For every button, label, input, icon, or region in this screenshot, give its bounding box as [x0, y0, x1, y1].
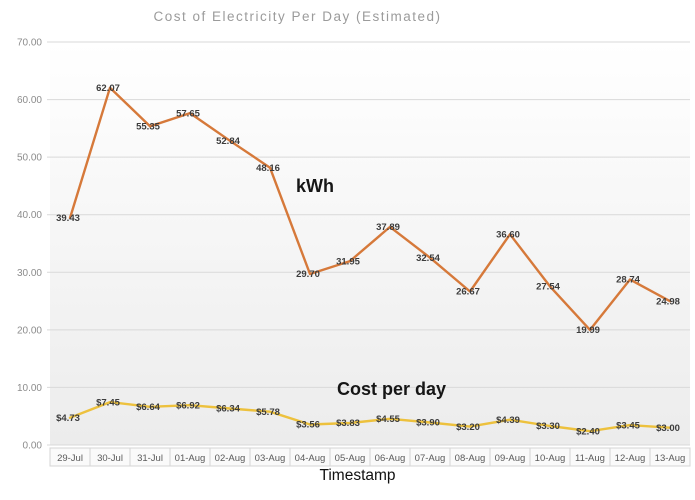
- x-axis-tick-label: 09-Aug: [495, 453, 526, 464]
- series-line-cost-per-day: [68, 400, 672, 433]
- data-label: $6.64: [136, 402, 160, 413]
- data-label: 28.74: [616, 275, 640, 286]
- data-label: $3.45: [616, 420, 640, 431]
- data-label: $3.00: [656, 423, 680, 434]
- data-label: 32.54: [416, 253, 440, 264]
- data-label: $4.73: [56, 413, 80, 424]
- data-label: 55.35: [136, 122, 160, 133]
- data-label: $4.55: [376, 414, 400, 425]
- data-label: $6.92: [176, 400, 200, 411]
- y-axis-tick-label: 30.00: [17, 268, 42, 279]
- data-label: 57.65: [176, 108, 200, 119]
- x-axis-category-cell: [649, 447, 691, 467]
- data-label: 62.07: [96, 83, 120, 94]
- x-axis-tick-label: 13-Aug: [655, 453, 686, 464]
- y-axis-tick-label: 0.00: [23, 441, 43, 452]
- x-axis-tick-label: 08-Aug: [455, 453, 486, 464]
- data-label: 31.95: [336, 256, 360, 267]
- series-label-cost-per-day: Cost per day: [337, 379, 447, 399]
- data-label: 36.60: [496, 229, 520, 240]
- data-label: 48.16: [256, 163, 280, 174]
- chart-title: Cost of Electricity Per Day (Estimated): [153, 9, 442, 24]
- data-label: 52.84: [216, 136, 240, 147]
- x-axis-tick-label: 12-Aug: [615, 453, 646, 464]
- x-axis-tick-label: 11-Aug: [575, 453, 605, 464]
- data-label: $7.45: [96, 397, 120, 408]
- series-label-kwh: kWh: [296, 176, 334, 196]
- x-axis-tick-label: 04-Aug: [295, 453, 326, 464]
- y-axis-tick-label: 50.00: [17, 153, 42, 164]
- data-label: $4.39: [496, 415, 520, 426]
- y-axis-tick-label: 60.00: [17, 95, 42, 106]
- x-axis-title: Timestamp: [319, 467, 396, 484]
- x-axis-tick-label: 10-Aug: [535, 453, 566, 464]
- data-label: 37.89: [376, 222, 400, 233]
- data-label: 19.99: [576, 325, 600, 336]
- data-label: 26.67: [456, 287, 480, 298]
- x-axis-tick-label: 07-Aug: [415, 453, 446, 464]
- series-line-kwh: [68, 86, 672, 332]
- data-label: 39.43: [56, 213, 80, 224]
- data-label: $5.78: [256, 407, 280, 418]
- data-label: $3.20: [456, 422, 480, 433]
- y-axis-tick-label: 20.00: [17, 325, 42, 336]
- data-label: $3.56: [296, 420, 320, 431]
- x-axis-tick-label: 06-Aug: [375, 453, 406, 464]
- data-label: 24.98: [656, 296, 680, 307]
- x-axis-tick-label: 30-Jul: [97, 453, 123, 464]
- data-label: 29.70: [296, 269, 320, 280]
- data-label: 27.54: [536, 282, 560, 293]
- x-axis-tick-label: 01-Aug: [175, 453, 206, 464]
- data-label: $3.83: [336, 418, 360, 429]
- y-axis-tick-label: 70.00: [17, 38, 42, 49]
- data-label: $3.30: [536, 421, 560, 432]
- x-axis-tick-label: 03-Aug: [255, 453, 286, 464]
- x-axis-tick-label: 29-Jul: [57, 453, 83, 464]
- x-axis-tick-label: 31-Jul: [137, 453, 163, 464]
- x-axis-tick-label: 02-Aug: [215, 453, 246, 464]
- y-axis-tick-label: 40.00: [17, 210, 42, 221]
- x-axis-tick-label: 05-Aug: [335, 453, 366, 464]
- data-label: $3.90: [416, 418, 440, 429]
- y-axis-tick-label: 10.00: [17, 383, 42, 394]
- data-label: $6.34: [216, 404, 240, 415]
- data-label: $2.40: [576, 426, 600, 437]
